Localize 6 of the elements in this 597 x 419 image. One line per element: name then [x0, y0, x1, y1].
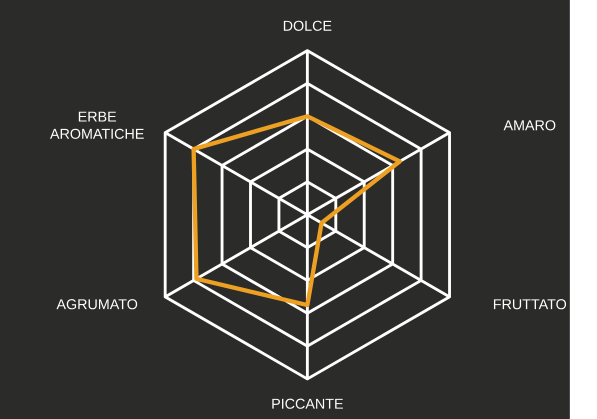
spoke-label: PICCANTE — [272, 398, 343, 409]
spoke-label: FRUTTATO — [494, 299, 566, 310]
spoke-label: AGRUMATO — [56, 299, 138, 310]
spoke-label: ERBE AROMATICHE — [50, 112, 144, 139]
spoke-label: DOLCE — [284, 20, 332, 31]
spoke-label: AMARO — [504, 120, 556, 130]
